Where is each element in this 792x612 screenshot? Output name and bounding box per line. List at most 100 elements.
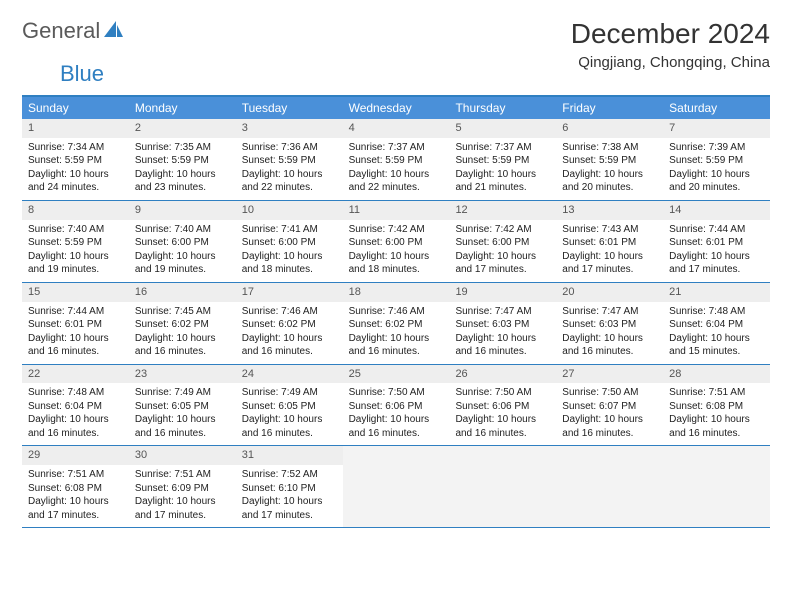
dayheader-friday: Friday [556, 97, 663, 119]
sunrise-text: Sunrise: 7:52 AM [242, 468, 337, 482]
sunset-text: Sunset: 6:00 PM [455, 236, 550, 250]
daylight-line2: and 21 minutes. [455, 181, 550, 195]
sunset-text: Sunset: 6:08 PM [28, 482, 123, 496]
daylight-line2: and 16 minutes. [562, 427, 657, 441]
daylight-line1: Daylight: 10 hours [242, 495, 337, 509]
day-body: Sunrise: 7:50 AMSunset: 6:07 PMDaylight:… [556, 383, 663, 445]
sunset-text: Sunset: 6:04 PM [28, 400, 123, 414]
daylight-line2: and 16 minutes. [669, 427, 764, 441]
daylight-line2: and 16 minutes. [28, 345, 123, 359]
day-body: Sunrise: 7:37 AMSunset: 5:59 PMDaylight:… [343, 138, 450, 200]
calendar-cell: 29Sunrise: 7:51 AMSunset: 6:08 PMDayligh… [22, 446, 129, 527]
day-number: 3 [236, 119, 343, 138]
daylight-line2: and 16 minutes. [135, 345, 230, 359]
daylight-line1: Daylight: 10 hours [135, 250, 230, 264]
calendar-cell: 8Sunrise: 7:40 AMSunset: 5:59 PMDaylight… [22, 201, 129, 282]
daylight-line1: Daylight: 10 hours [562, 413, 657, 427]
dayheader-thursday: Thursday [449, 97, 556, 119]
day-body: Sunrise: 7:37 AMSunset: 5:59 PMDaylight:… [449, 138, 556, 200]
day-body: Sunrise: 7:39 AMSunset: 5:59 PMDaylight:… [663, 138, 770, 200]
day-body: Sunrise: 7:43 AMSunset: 6:01 PMDaylight:… [556, 220, 663, 282]
calendar-cell: 19Sunrise: 7:47 AMSunset: 6:03 PMDayligh… [449, 283, 556, 364]
day-number: 2 [129, 119, 236, 138]
day-body: Sunrise: 7:41 AMSunset: 6:00 PMDaylight:… [236, 220, 343, 282]
daylight-line2: and 16 minutes. [349, 427, 444, 441]
sunset-text: Sunset: 5:59 PM [242, 154, 337, 168]
daylight-line1: Daylight: 10 hours [349, 168, 444, 182]
calendar-cell: 30Sunrise: 7:51 AMSunset: 6:09 PMDayligh… [129, 446, 236, 527]
daylight-line2: and 16 minutes. [28, 427, 123, 441]
calendar-cell: 5Sunrise: 7:37 AMSunset: 5:59 PMDaylight… [449, 119, 556, 200]
calendar: Sunday Monday Tuesday Wednesday Thursday… [22, 95, 770, 528]
sunrise-text: Sunrise: 7:45 AM [135, 305, 230, 319]
day-body: Sunrise: 7:47 AMSunset: 6:03 PMDaylight:… [449, 302, 556, 364]
month-title: December 2024 [571, 18, 770, 50]
calendar-cell: 26Sunrise: 7:50 AMSunset: 6:06 PMDayligh… [449, 365, 556, 446]
daylight-line2: and 16 minutes. [242, 427, 337, 441]
day-number: 19 [449, 283, 556, 302]
sunset-text: Sunset: 6:03 PM [562, 318, 657, 332]
day-body: Sunrise: 7:51 AMSunset: 6:09 PMDaylight:… [129, 465, 236, 527]
day-body: Sunrise: 7:46 AMSunset: 6:02 PMDaylight:… [236, 302, 343, 364]
calendar-cell: 27Sunrise: 7:50 AMSunset: 6:07 PMDayligh… [556, 365, 663, 446]
day-number: 14 [663, 201, 770, 220]
daylight-line1: Daylight: 10 hours [349, 332, 444, 346]
day-number: 5 [449, 119, 556, 138]
sunset-text: Sunset: 6:06 PM [349, 400, 444, 414]
sunset-text: Sunset: 5:59 PM [562, 154, 657, 168]
daylight-line1: Daylight: 10 hours [669, 413, 764, 427]
daylight-line1: Daylight: 10 hours [562, 250, 657, 264]
logo: General [22, 18, 126, 44]
day-number: 22 [22, 365, 129, 384]
sunrise-text: Sunrise: 7:51 AM [669, 386, 764, 400]
daylight-line1: Daylight: 10 hours [455, 168, 550, 182]
calendar-cell-empty [663, 446, 770, 527]
daylight-line2: and 16 minutes. [135, 427, 230, 441]
day-body: Sunrise: 7:44 AMSunset: 6:01 PMDaylight:… [22, 302, 129, 364]
day-number: 23 [129, 365, 236, 384]
calendar-cell: 7Sunrise: 7:39 AMSunset: 5:59 PMDaylight… [663, 119, 770, 200]
day-number: 26 [449, 365, 556, 384]
calendar-week: 22Sunrise: 7:48 AMSunset: 6:04 PMDayligh… [22, 365, 770, 447]
day-body: Sunrise: 7:42 AMSunset: 6:00 PMDaylight:… [449, 220, 556, 282]
daylight-line2: and 22 minutes. [242, 181, 337, 195]
day-body: Sunrise: 7:36 AMSunset: 5:59 PMDaylight:… [236, 138, 343, 200]
calendar-cell: 18Sunrise: 7:46 AMSunset: 6:02 PMDayligh… [343, 283, 450, 364]
sunrise-text: Sunrise: 7:46 AM [349, 305, 444, 319]
sunset-text: Sunset: 6:02 PM [349, 318, 444, 332]
daylight-line1: Daylight: 10 hours [242, 413, 337, 427]
day-body: Sunrise: 7:40 AMSunset: 5:59 PMDaylight:… [22, 220, 129, 282]
sunset-text: Sunset: 6:01 PM [28, 318, 123, 332]
sunset-text: Sunset: 5:59 PM [28, 154, 123, 168]
daylight-line1: Daylight: 10 hours [349, 413, 444, 427]
sunrise-text: Sunrise: 7:39 AM [669, 141, 764, 155]
calendar-week: 1Sunrise: 7:34 AMSunset: 5:59 PMDaylight… [22, 119, 770, 201]
daylight-line1: Daylight: 10 hours [135, 332, 230, 346]
day-body: Sunrise: 7:38 AMSunset: 5:59 PMDaylight:… [556, 138, 663, 200]
sunrise-text: Sunrise: 7:37 AM [455, 141, 550, 155]
calendar-cell: 11Sunrise: 7:42 AMSunset: 6:00 PMDayligh… [343, 201, 450, 282]
calendar-cell: 9Sunrise: 7:40 AMSunset: 6:00 PMDaylight… [129, 201, 236, 282]
sunrise-text: Sunrise: 7:47 AM [562, 305, 657, 319]
day-body: Sunrise: 7:51 AMSunset: 6:08 PMDaylight:… [22, 465, 129, 527]
sunset-text: Sunset: 6:05 PM [242, 400, 337, 414]
calendar-cell: 13Sunrise: 7:43 AMSunset: 6:01 PMDayligh… [556, 201, 663, 282]
sunrise-text: Sunrise: 7:36 AM [242, 141, 337, 155]
day-number: 12 [449, 201, 556, 220]
sunset-text: Sunset: 6:10 PM [242, 482, 337, 496]
sunrise-text: Sunrise: 7:50 AM [562, 386, 657, 400]
sunrise-text: Sunrise: 7:38 AM [562, 141, 657, 155]
day-body: Sunrise: 7:50 AMSunset: 6:06 PMDaylight:… [449, 383, 556, 445]
calendar-cell: 6Sunrise: 7:38 AMSunset: 5:59 PMDaylight… [556, 119, 663, 200]
calendar-cell-empty [556, 446, 663, 527]
day-number: 13 [556, 201, 663, 220]
sunset-text: Sunset: 6:02 PM [242, 318, 337, 332]
dayheader-sunday: Sunday [22, 97, 129, 119]
day-number: 10 [236, 201, 343, 220]
sunrise-text: Sunrise: 7:37 AM [349, 141, 444, 155]
day-number: 9 [129, 201, 236, 220]
day-number: 1 [22, 119, 129, 138]
sunset-text: Sunset: 6:03 PM [455, 318, 550, 332]
logo-word1: General [22, 18, 100, 44]
daylight-line1: Daylight: 10 hours [455, 413, 550, 427]
